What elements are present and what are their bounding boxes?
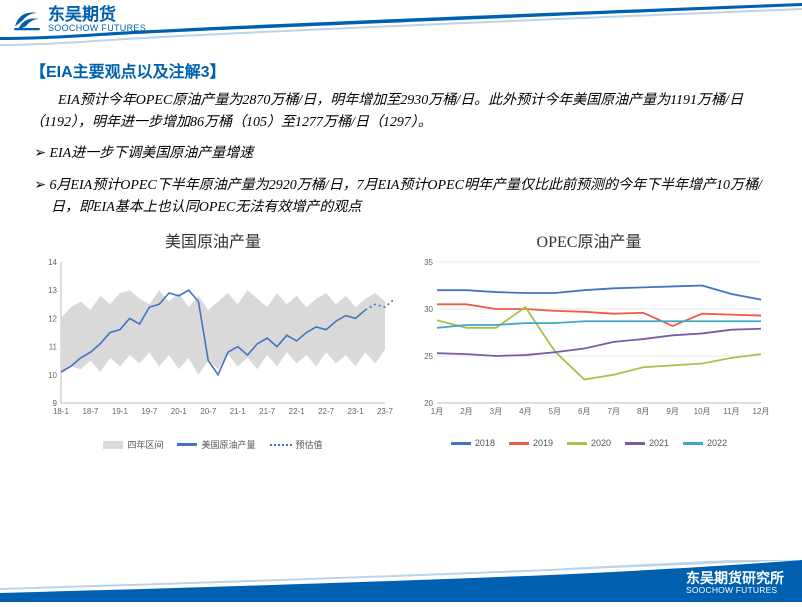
footer-org-cn: 东吴期货研究所: [686, 571, 784, 585]
svg-text:20-7: 20-7: [200, 407, 217, 416]
svg-text:4月: 4月: [519, 407, 531, 416]
chart-right-svg: 202530351月2月3月4月5月6月7月8月9月10月11月12月: [409, 256, 769, 431]
intro-paragraph: EIA预计今年OPEC原油产量为2870万桶/日，明年增加至2930万桶/日。此…: [30, 90, 772, 133]
svg-text:35: 35: [424, 258, 433, 267]
legend-series-2021: 2021: [625, 438, 669, 448]
svg-text:20-1: 20-1: [171, 407, 188, 416]
charts-row: 美国原油产量 9101112131418-118-719-119-720-120…: [30, 228, 772, 451]
svg-text:12: 12: [48, 315, 57, 324]
svg-text:11: 11: [49, 343, 58, 352]
chart-left-svg: 9101112131418-118-719-119-720-120-721-12…: [33, 256, 393, 431]
brand-name-cn: 东吴期货: [48, 6, 146, 23]
svg-text:12月: 12月: [753, 407, 769, 416]
brand-name-en: SOOCHOW FUTURES: [48, 24, 146, 33]
svg-text:11月: 11月: [723, 407, 739, 416]
svg-text:18-7: 18-7: [82, 407, 99, 416]
svg-text:3月: 3月: [490, 407, 502, 416]
content: 【EIA主要观点以及注解3】 EIA预计今年OPEC原油产量为2870万桶/日，…: [0, 58, 802, 451]
chart-right-title: OPEC原油产量: [409, 228, 769, 252]
bullet-1: EIA进一步下调美国原油产量增速: [30, 143, 772, 165]
svg-text:10: 10: [48, 371, 57, 380]
svg-text:7月: 7月: [608, 407, 620, 416]
svg-text:9月: 9月: [666, 407, 678, 416]
svg-text:25: 25: [424, 352, 433, 361]
svg-text:5月: 5月: [549, 407, 561, 416]
legend-band: 四年区间: [103, 438, 163, 451]
svg-text:8月: 8月: [637, 407, 649, 416]
svg-text:14: 14: [48, 258, 57, 267]
svg-text:10月: 10月: [694, 407, 711, 416]
svg-text:30: 30: [424, 305, 433, 314]
brand-icon: [12, 4, 42, 34]
legend-series-2022: 2022: [683, 438, 727, 448]
svg-text:19-1: 19-1: [112, 407, 129, 416]
bullet-2: 6月EIA预计OPEC下半年原油产量为2920万桶/日，7月EIA预计OPEC明…: [30, 175, 772, 218]
legend-est: 预估值: [270, 438, 323, 451]
chart-left-title: 美国原油产量: [33, 228, 393, 252]
chart-right-legend: 2018 2019 2020 2021 2022: [409, 438, 769, 448]
svg-text:22-7: 22-7: [318, 407, 335, 416]
legend-line: 美国原油产量: [177, 438, 255, 451]
svg-text:6月: 6月: [578, 407, 590, 416]
svg-text:18-1: 18-1: [53, 407, 70, 416]
svg-text:19-7: 19-7: [141, 407, 158, 416]
svg-text:22-1: 22-1: [289, 407, 306, 416]
logo: 东吴期货 SOOCHOW FUTURES: [12, 4, 146, 34]
svg-text:1月: 1月: [431, 407, 443, 416]
svg-text:21-7: 21-7: [259, 407, 276, 416]
chart-us-production: 美国原油产量 9101112131418-118-719-119-720-120…: [33, 228, 393, 451]
legend-series-2018: 2018: [451, 438, 495, 448]
svg-text:2月: 2月: [460, 407, 472, 416]
legend-series-2019: 2019: [509, 438, 553, 448]
section-title: 【EIA主要观点以及注解3】: [30, 58, 772, 82]
svg-text:21-1: 21-1: [230, 407, 247, 416]
chart-left-legend: 四年区间 美国原油产量 预估值: [33, 438, 393, 451]
svg-text:23-7: 23-7: [377, 407, 393, 416]
header: 东吴期货 SOOCHOW FUTURES: [0, 0, 802, 44]
svg-text:23-1: 23-1: [348, 407, 365, 416]
footer-org-en: SOOCHOW FUTURES: [686, 586, 784, 595]
svg-text:13: 13: [48, 287, 57, 296]
chart-opec-production: OPEC原油产量 202530351月2月3月4月5月6月7月8月9月10月11…: [409, 228, 769, 451]
footer: 东吴期货研究所 SOOCHOW FUTURES: [0, 560, 802, 602]
legend-series-2020: 2020: [567, 438, 611, 448]
footer-text: 东吴期货研究所 SOOCHOW FUTURES: [686, 571, 784, 595]
footer-swoosh: [0, 560, 802, 602]
